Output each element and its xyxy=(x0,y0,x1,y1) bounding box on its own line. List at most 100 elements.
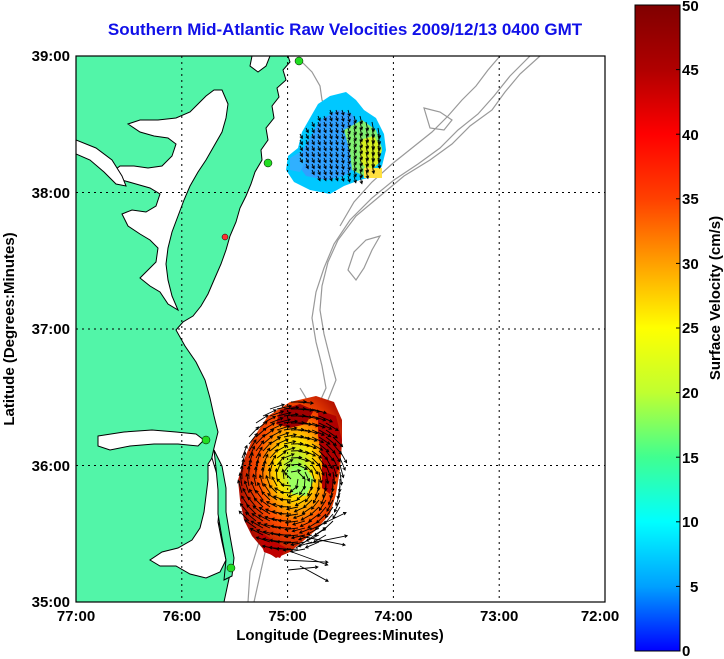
velocity-arrow xyxy=(255,414,269,424)
velocity-arrow xyxy=(294,499,306,507)
velocity-arrow xyxy=(282,541,299,545)
velocity-arrow xyxy=(329,109,333,116)
velocity-arrow xyxy=(317,139,321,146)
velocity-arrow xyxy=(290,469,302,473)
velocity-arrow xyxy=(311,157,315,164)
velocity-arrow xyxy=(326,499,334,513)
velocity-arrow xyxy=(341,115,345,122)
velocity-arrow xyxy=(312,492,320,504)
velocity-arrow xyxy=(332,450,341,463)
velocity-arrow xyxy=(305,139,309,146)
velocity-arrow xyxy=(324,506,334,519)
velocity-arrow xyxy=(292,513,306,520)
velocity-arrow xyxy=(243,480,250,494)
velocity-arrow xyxy=(311,436,325,444)
velocity-arrow xyxy=(317,151,321,158)
velocity-arrow xyxy=(295,527,327,549)
velocity-arrow xyxy=(299,520,313,528)
velocity-arrow xyxy=(318,471,323,484)
velocity-arrow xyxy=(246,465,251,480)
velocity-arrow xyxy=(305,151,309,158)
velocity-arrow xyxy=(353,175,357,184)
velocity-arrow xyxy=(318,422,333,430)
velocity-arrow xyxy=(323,163,327,170)
velocity-arrow xyxy=(299,485,306,496)
velocity-arrow xyxy=(347,169,351,177)
grid-lines xyxy=(76,56,605,602)
colorbar-tick-label: 5 xyxy=(690,579,698,596)
velocity-arrow xyxy=(265,474,271,487)
velocity-arrow xyxy=(325,422,339,432)
velocity-arrow xyxy=(323,157,327,164)
velocity-arrow xyxy=(323,175,327,182)
velocity-arrow xyxy=(335,133,339,140)
velocity-arrow xyxy=(283,419,299,424)
velocity-arrow xyxy=(276,450,287,459)
velocity-arrow xyxy=(262,447,271,459)
velocity-arrow xyxy=(317,145,321,152)
station-marker xyxy=(221,233,229,241)
velocity-arrow xyxy=(241,458,246,473)
colorbar-tick-label: 50 xyxy=(682,0,699,15)
velocity-arrow xyxy=(311,169,315,176)
velocity-arrow xyxy=(255,536,271,543)
velocity-arrow xyxy=(264,508,278,515)
velocity-arrow xyxy=(305,534,349,545)
velocity-arrow xyxy=(269,423,283,431)
velocity-arrow xyxy=(329,121,333,128)
velocity-arrow xyxy=(353,163,357,172)
velocity-arrow xyxy=(339,464,345,479)
velocity-arrow xyxy=(318,415,334,423)
velocity-arrow xyxy=(323,133,327,140)
velocity-arrow xyxy=(304,457,315,465)
velocity-arrow xyxy=(278,511,292,516)
velocity-arrow xyxy=(304,492,313,503)
potomac-river xyxy=(76,139,127,187)
velocity-arrow xyxy=(359,115,364,125)
velocity-arrow xyxy=(293,506,306,513)
velocity-arrow xyxy=(255,427,267,438)
velocity-arrow xyxy=(262,435,274,445)
velocity-arrow xyxy=(276,411,292,417)
velocity-arrow xyxy=(297,401,315,405)
velocity-arrow xyxy=(347,157,351,165)
velocity-arrow xyxy=(341,133,345,140)
velocity-arrow xyxy=(318,436,331,445)
velocity-arrow xyxy=(255,440,265,452)
colorbar-tick-label: 25 xyxy=(682,320,699,337)
velocity-arrow xyxy=(353,169,357,178)
pamlico-sound xyxy=(149,456,227,579)
velocity-arrow xyxy=(353,121,357,130)
velocity-arrow xyxy=(335,169,339,176)
velocity-arrow xyxy=(323,121,327,128)
velocity-arrow xyxy=(317,169,321,176)
colorbar-gradient xyxy=(634,4,681,652)
velocity-arrow xyxy=(323,151,327,158)
velocity-arrow xyxy=(279,497,292,502)
velocity-arrow xyxy=(241,444,248,459)
y-tick-label: 36:00 xyxy=(32,458,70,475)
station-marker xyxy=(294,56,304,66)
velocity-arrow xyxy=(283,559,329,564)
velocity-arrow xyxy=(262,459,267,473)
velocity-arrow xyxy=(276,404,293,410)
velocity-arrow xyxy=(359,127,364,137)
velocity-arrow xyxy=(253,466,258,480)
y-tick-label: 39:00 xyxy=(32,48,70,65)
velocity-arrow xyxy=(339,457,346,471)
velocity-arrow xyxy=(329,145,333,152)
velocity-arrow xyxy=(329,139,333,146)
velocity-arrow xyxy=(305,163,309,170)
velocity-arrow xyxy=(286,499,299,504)
velocity-arrow xyxy=(269,443,280,452)
hf-radar-stations xyxy=(201,56,304,573)
velocity-arrow xyxy=(347,145,351,153)
velocity-arrow xyxy=(260,466,265,480)
velocity-arrow xyxy=(311,127,315,134)
velocity-arrow xyxy=(276,444,288,452)
velocity-arrow xyxy=(335,163,339,170)
x-tick-label: 73:00 xyxy=(480,608,518,625)
velocity-arrow xyxy=(255,433,266,445)
velocity-arrow xyxy=(327,492,334,506)
velocity-arrow xyxy=(317,175,321,182)
